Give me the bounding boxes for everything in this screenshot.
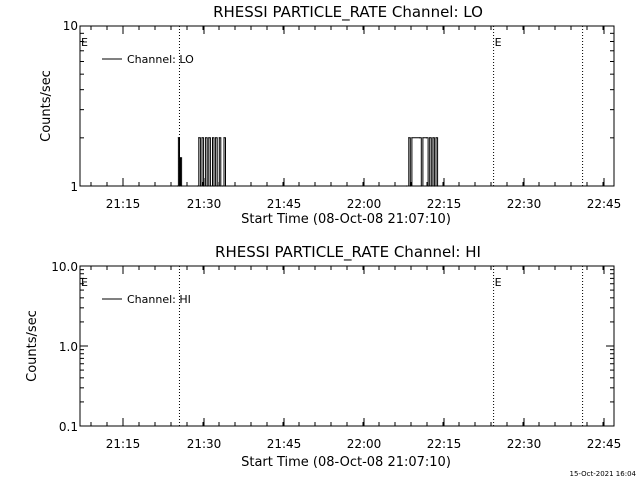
x-tick-label: 21:15 [106,197,141,211]
data-point [181,185,183,187]
data-point [216,185,218,187]
panel-hi-title: RHESSI PARTICLE_RATE Channel: HI [215,243,481,262]
data-point [420,185,422,187]
data-point [429,137,431,139]
x-tick-label: 22:30 [507,197,542,211]
panel-hi-plot-frame [79,265,615,427]
event-label: E [81,36,88,49]
x-tick-label: 22:30 [507,437,542,451]
x-tick-label: 22:45 [587,197,622,211]
data-point [437,185,439,187]
event-label: E [81,276,88,289]
data-point [201,137,203,139]
data-point [198,137,200,139]
data-point [427,185,429,187]
data-point [223,137,225,139]
x-tick-label: 21:30 [187,197,222,211]
data-point [220,185,222,187]
panel-hi: RHESSI PARTICLE_RATE Channel: HI Counts/… [25,243,621,470]
data-point [221,185,223,187]
panel-lo-series [176,137,439,187]
data-point [206,185,208,187]
data-point [432,137,434,139]
data-point [215,137,217,139]
data-point [218,137,220,139]
x-tick-label: 21:45 [267,197,302,211]
series-line-channel-lo [177,137,439,187]
data-point [409,185,411,187]
x-tick-label: 22:00 [347,437,382,451]
x-tick-label: 22:15 [427,437,462,451]
x-tick-label: 21:30 [187,437,222,451]
panel-lo-y-axis-label: Counts/sec [39,70,54,142]
panel-hi-x-axis-label: Start Time (08-Oct-08 21:07:10) [241,455,451,470]
x-tick-label: 22:45 [587,437,622,451]
data-point [209,185,211,187]
data-point [433,185,435,187]
x-tick-label: 22:15 [427,197,462,211]
data-point [411,137,413,139]
data-point [224,185,227,187]
panel-lo-ticks [80,25,614,187]
x-tick-label: 21:15 [106,437,141,451]
event-label: E [495,36,502,49]
data-point [196,185,198,187]
panel-lo-title: RHESSI PARTICLE_RATE Channel: LO [213,3,483,22]
data-point [199,185,201,187]
data-point [177,137,179,139]
data-point [408,137,410,139]
data-point [406,185,408,187]
panel-lo-legend: Channel: LO [102,53,194,66]
panel-hi-x-tick-labels: 21:15 21:30 21:45 22:00 22:15 22:30 22:4… [106,437,622,451]
generation-timestamp: 15-Oct-2021 16:04 [570,470,637,478]
legend-entry-lo: Channel: LO [127,53,194,66]
data-point [203,185,205,187]
panel-lo: RHESSI PARTICLE_RATE Channel: LO Counts/… [39,3,621,227]
data-point [422,137,424,139]
data-point [176,185,178,187]
data-point [205,137,207,139]
panel-lo-x-axis-label: Start Time (08-Oct-08 21:07:10) [241,212,451,227]
panel-hi-y-axis-label: Counts/sec [25,310,40,382]
data-point [178,185,181,187]
data-point [179,157,182,159]
panel-lo-plot-frame [79,25,615,187]
panel-lo-x-tick-labels: 21:15 21:30 21:45 22:00 22:15 22:30 22:4… [106,197,622,211]
event-label: E [495,276,502,289]
data-point [430,185,432,187]
data-point [435,137,437,139]
panel-hi-legend: Channel: HI [102,293,191,306]
data-point [426,137,428,139]
data-point [208,137,210,139]
panel-hi-y-tick-label-10: 10.0 [51,260,78,274]
data-point [211,137,214,139]
x-tick-label: 21:45 [267,437,302,451]
data-point [419,137,421,139]
panel-hi-ticks [80,265,614,427]
panel-hi-y-tick-label-1: 1.0 [59,340,78,354]
panel-lo-y-tick-label-10: 10 [63,19,78,33]
x-tick-label: 22:00 [347,197,382,211]
data-point [213,185,215,187]
panel-lo-y-tick-label-1: 1 [70,180,78,194]
panel-hi-y-tick-label-0-1: 0.1 [59,420,78,434]
legend-entry-hi: Channel: HI [127,293,191,306]
